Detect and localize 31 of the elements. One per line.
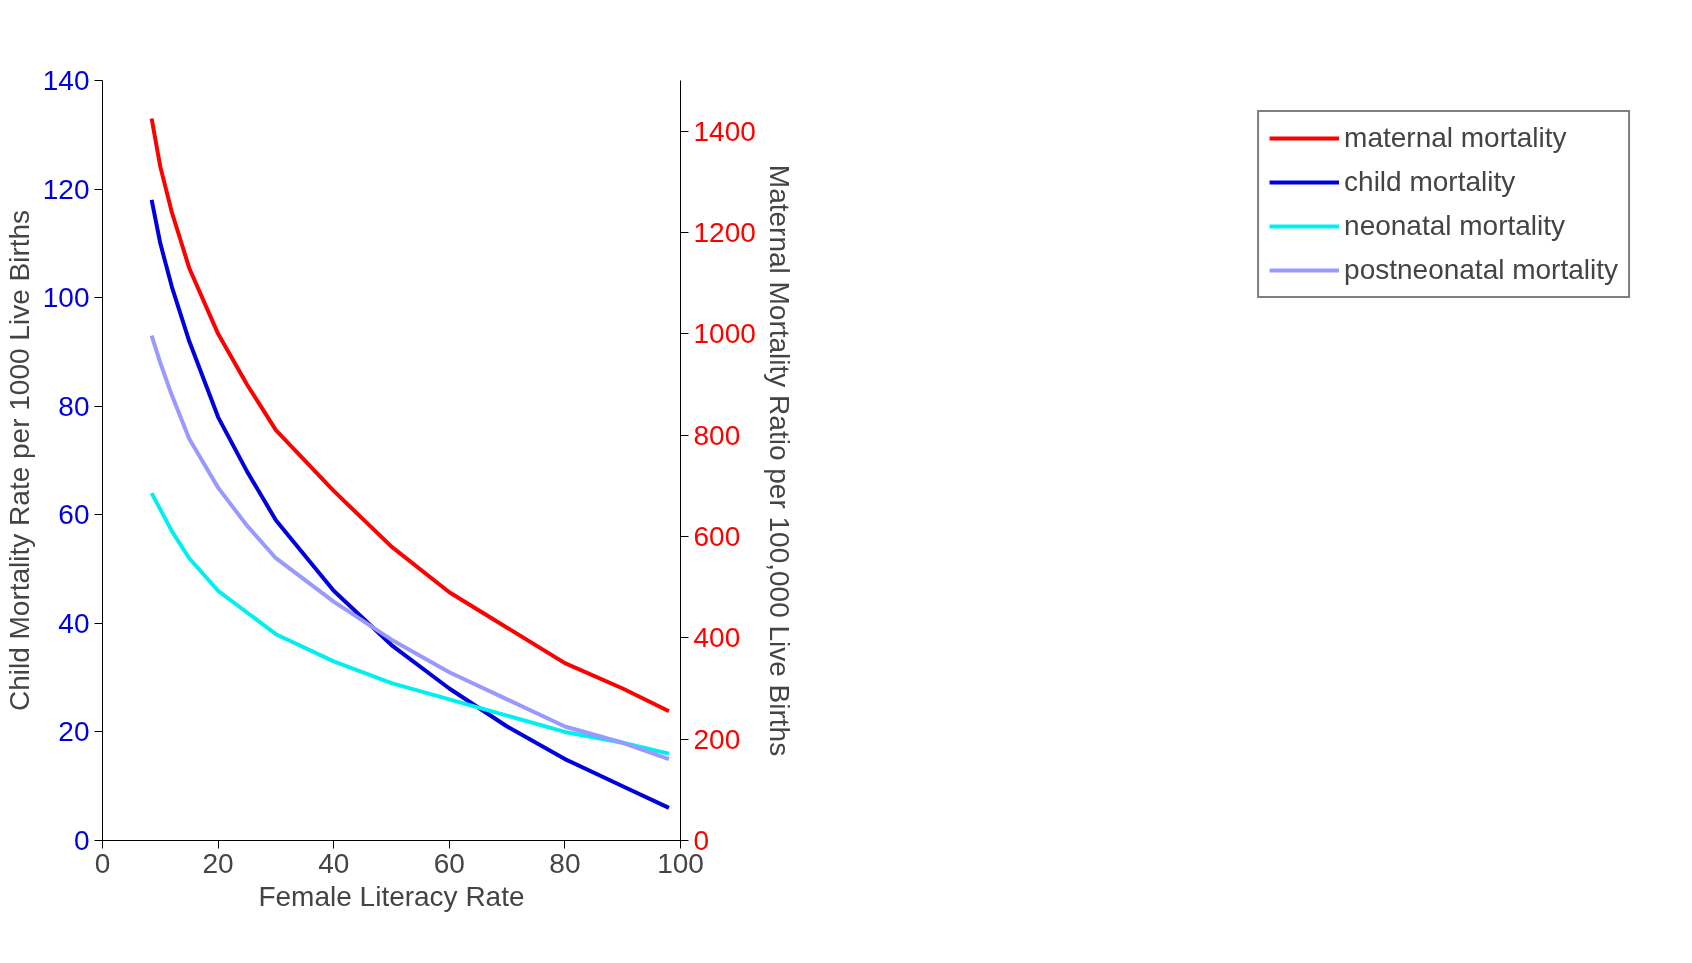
legend-label: child mortality bbox=[1344, 166, 1516, 198]
x-tick-label: 80 bbox=[549, 847, 581, 879]
legend-label: postneonatal mortality bbox=[1344, 254, 1618, 286]
y2-tick-label: 1200 bbox=[693, 217, 756, 248]
y-tick-label: 40 bbox=[58, 607, 90, 639]
x-tick-label: 20 bbox=[202, 847, 234, 879]
y-axis-title: Child Mortality Rate per 1000 Live Births bbox=[3, 209, 35, 712]
y2-axis-title: Maternal Mortality Ratio per 100,000 Live Births bbox=[763, 164, 795, 757]
y-tick-label: 20 bbox=[58, 716, 90, 748]
y-tick-label: 140 bbox=[42, 65, 90, 96]
y-tick-label: 120 bbox=[42, 173, 90, 205]
x-tick-label: 60 bbox=[433, 847, 465, 879]
x-axis-title: Female Literacy Rate bbox=[258, 880, 525, 912]
y-tick-label: 60 bbox=[58, 499, 90, 531]
y2-tick-label: 1400 bbox=[693, 115, 756, 147]
legend-label: neonatal mortality bbox=[1344, 210, 1566, 242]
x-tick-label: 0 bbox=[94, 847, 111, 879]
x-tick-label: 40 bbox=[318, 847, 350, 879]
line-series bbox=[149, 491, 671, 756]
y2-tick-label: 200 bbox=[693, 723, 741, 755]
y-tick-label: 0 bbox=[73, 825, 90, 856]
y2-tick-label: 400 bbox=[693, 622, 741, 654]
line-series bbox=[149, 116, 671, 714]
y-tick-label: 80 bbox=[58, 390, 90, 422]
y2-tick-label: 800 bbox=[693, 419, 741, 451]
legend-label: maternal mortality bbox=[1344, 122, 1567, 154]
y-tick-label: 100 bbox=[42, 282, 90, 314]
line-series bbox=[149, 197, 671, 810]
line-series bbox=[149, 333, 671, 762]
y2-tick-label: 1000 bbox=[693, 318, 756, 350]
y2-tick-label: 600 bbox=[693, 521, 741, 552]
